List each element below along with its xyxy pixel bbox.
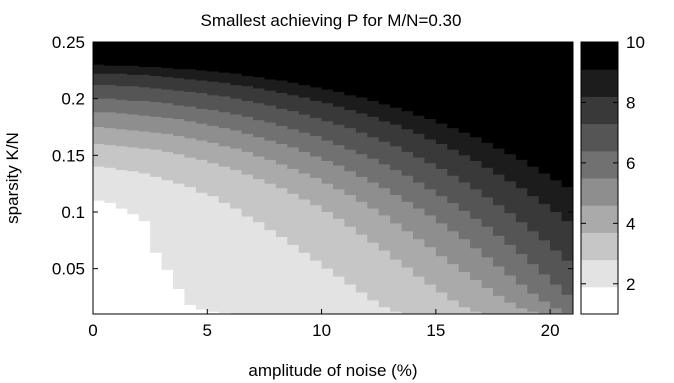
heatmap-cell bbox=[527, 42, 540, 167]
colorbar-swatch bbox=[581, 96, 618, 125]
heatmap-cell bbox=[333, 42, 346, 92]
heatmap-cell bbox=[378, 42, 391, 105]
colorbar-tick-label: 4 bbox=[626, 214, 635, 233]
heatmap-cell bbox=[275, 42, 288, 81]
heatmap-cell bbox=[115, 42, 128, 66]
heatmap-cell bbox=[298, 42, 311, 86]
x-tick-label: 5 bbox=[203, 321, 212, 340]
heatmap-cell bbox=[367, 42, 380, 101]
heatmap-cell bbox=[561, 42, 573, 188]
heatmap-cell bbox=[550, 42, 563, 181]
y-axis-label: sparsity K/N bbox=[3, 132, 22, 224]
heatmap-cell bbox=[504, 42, 517, 155]
x-tick-label: 15 bbox=[426, 321, 445, 340]
colorbar-swatch bbox=[581, 286, 618, 315]
colorbar-swatch bbox=[581, 259, 618, 288]
x-axis-ticks: 0 5 10 15 20 bbox=[88, 42, 560, 340]
colorbar-ticks: 2 4 6 8 10 bbox=[581, 33, 645, 294]
y-tick-label: 0.15 bbox=[52, 146, 85, 165]
heatmap-cell bbox=[161, 42, 174, 69]
heatmap-cell bbox=[104, 42, 117, 66]
heatmap-cell bbox=[264, 42, 277, 80]
heatmap-cell bbox=[424, 42, 437, 120]
heatmap-cell bbox=[413, 42, 426, 116]
colorbar-swatch bbox=[581, 205, 618, 233]
heatmap-cell bbox=[241, 42, 254, 76]
colorbar-swatch bbox=[581, 150, 618, 179]
heatmap-cell bbox=[344, 42, 357, 96]
colorbar-tick-label: 8 bbox=[626, 93, 635, 112]
heatmap-cell bbox=[195, 42, 208, 71]
x-tick-label: 0 bbox=[88, 321, 97, 340]
heatmap-cell bbox=[138, 42, 151, 67]
colorbar-frame bbox=[580, 41, 619, 315]
y-tick-label: 0.25 bbox=[52, 33, 85, 52]
y-tick-label: 0.1 bbox=[61, 203, 85, 222]
heatmap-cell bbox=[207, 42, 220, 72]
heatmap-cells bbox=[93, 42, 573, 314]
chart-title: Smallest achieving P for M/N=0.30 bbox=[201, 11, 462, 30]
colorbar-swatch bbox=[581, 123, 618, 152]
colorbar bbox=[581, 42, 618, 315]
colorbar-swatch bbox=[581, 69, 618, 97]
heatmap-cell bbox=[93, 42, 106, 65]
colorbar-swatch bbox=[581, 42, 618, 70]
y-tick-label: 0.05 bbox=[52, 260, 85, 279]
heatmap-cell bbox=[310, 42, 323, 88]
heatmap-cell bbox=[435, 42, 448, 124]
heatmap-cell bbox=[253, 42, 266, 78]
y-axis-ticks: 0.05 0.1 0.15 0.2 0.25 bbox=[52, 33, 573, 279]
heatmap-cell bbox=[173, 42, 186, 70]
heatmap-cell bbox=[470, 42, 483, 138]
heatmap-cell bbox=[230, 42, 243, 74]
colorbar-tick-label: 2 bbox=[626, 275, 635, 294]
heatmap-cell bbox=[401, 42, 414, 112]
colorbar-tick-label: 10 bbox=[626, 33, 645, 52]
heatmap-cell bbox=[458, 42, 471, 133]
heatmap-cell bbox=[481, 42, 494, 143]
x-tick-label: 20 bbox=[541, 321, 560, 340]
heatmap-cell bbox=[287, 42, 300, 83]
heatmap-cell bbox=[493, 42, 506, 149]
heatmap-cell bbox=[447, 42, 460, 129]
heatmap-cell bbox=[218, 42, 231, 73]
colorbar-tick-label: 6 bbox=[626, 154, 635, 173]
colorbar-swatch bbox=[581, 178, 618, 206]
heatmap-cell bbox=[150, 42, 163, 67]
heatmap-cell bbox=[127, 42, 140, 66]
heatmap-cell bbox=[321, 42, 334, 90]
heatmap-cell bbox=[538, 42, 551, 174]
heatmap-cell bbox=[390, 42, 403, 108]
heatmap-cell bbox=[184, 42, 197, 70]
x-tick-label: 10 bbox=[312, 321, 331, 340]
plot-frame bbox=[92, 41, 574, 315]
colorbar-swatch bbox=[581, 232, 618, 261]
heatmap-cell bbox=[355, 42, 368, 98]
heatmap-cell bbox=[515, 42, 528, 160]
x-axis-label: amplitude of noise (%) bbox=[248, 361, 417, 380]
y-tick-label: 0.2 bbox=[61, 90, 85, 109]
